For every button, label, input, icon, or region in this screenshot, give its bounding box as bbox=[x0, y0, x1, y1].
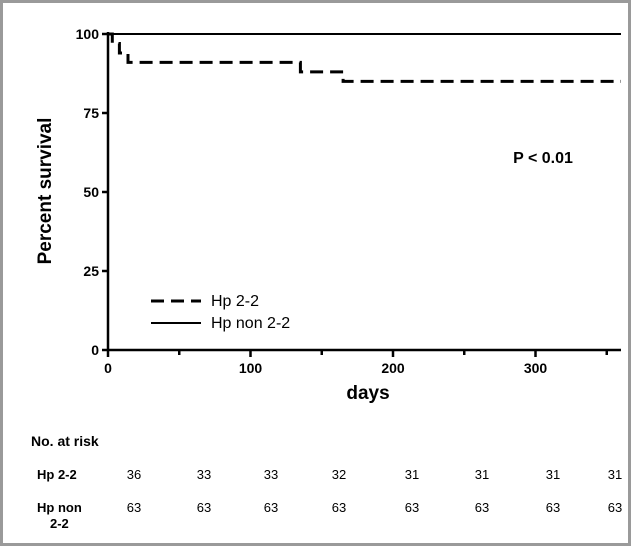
risk-cell: 31 bbox=[404, 467, 420, 482]
x-tick-label: 300 bbox=[524, 360, 548, 376]
y-tick-label: 25 bbox=[83, 263, 99, 279]
risk-cell: 36 bbox=[126, 467, 142, 482]
chart-axes: 0 25 50 75 100 0 100 200 300 bbox=[76, 26, 621, 376]
x-tick-label: 100 bbox=[239, 360, 263, 376]
risk-row-name: Hp 2-2 bbox=[37, 467, 77, 482]
legend-label: Hp 2-2 bbox=[211, 293, 259, 310]
x-tick-label: 0 bbox=[104, 360, 112, 376]
y-tick-label: 0 bbox=[91, 342, 99, 358]
risk-cell: 63 bbox=[404, 500, 420, 515]
x-tick-label: 200 bbox=[381, 360, 405, 376]
risk-cell: 31 bbox=[607, 467, 623, 482]
risk-cell: 31 bbox=[545, 467, 561, 482]
y-tick-label: 75 bbox=[83, 105, 99, 121]
risk-cell: 33 bbox=[196, 467, 212, 482]
risk-row-name: Hp non 2-2 bbox=[37, 500, 82, 531]
chart-legend: Hp 2-2 Hp non 2-2 bbox=[151, 293, 290, 332]
risk-cell: 63 bbox=[545, 500, 561, 515]
risk-cell: 63 bbox=[331, 500, 347, 515]
series-line-hp-2-2 bbox=[108, 32, 621, 83]
x-axis-label: days bbox=[346, 383, 389, 404]
risk-cell: 63 bbox=[474, 500, 490, 515]
risk-cell: 63 bbox=[196, 500, 212, 515]
legend-label: Hp non 2-2 bbox=[211, 315, 290, 332]
risk-table-title: No. at risk bbox=[31, 433, 99, 449]
series-layer bbox=[108, 32, 621, 83]
risk-cell: 32 bbox=[331, 467, 347, 482]
survival-chart: 0 25 50 75 100 0 100 200 300 Hp 2-2 Hp non 2-2 P … bbox=[35, 26, 621, 404]
p-value-annotation: P < 0.01 bbox=[513, 150, 573, 167]
risk-cell: 33 bbox=[263, 467, 279, 482]
y-tick-label: 100 bbox=[76, 26, 100, 42]
risk-cell: 31 bbox=[474, 467, 490, 482]
y-axis-label: Percent survival bbox=[35, 118, 56, 265]
risk-cell: 63 bbox=[126, 500, 142, 515]
risk-cell: 63 bbox=[263, 500, 279, 515]
risk-cell: 63 bbox=[607, 500, 623, 515]
y-tick-label: 50 bbox=[83, 184, 99, 200]
